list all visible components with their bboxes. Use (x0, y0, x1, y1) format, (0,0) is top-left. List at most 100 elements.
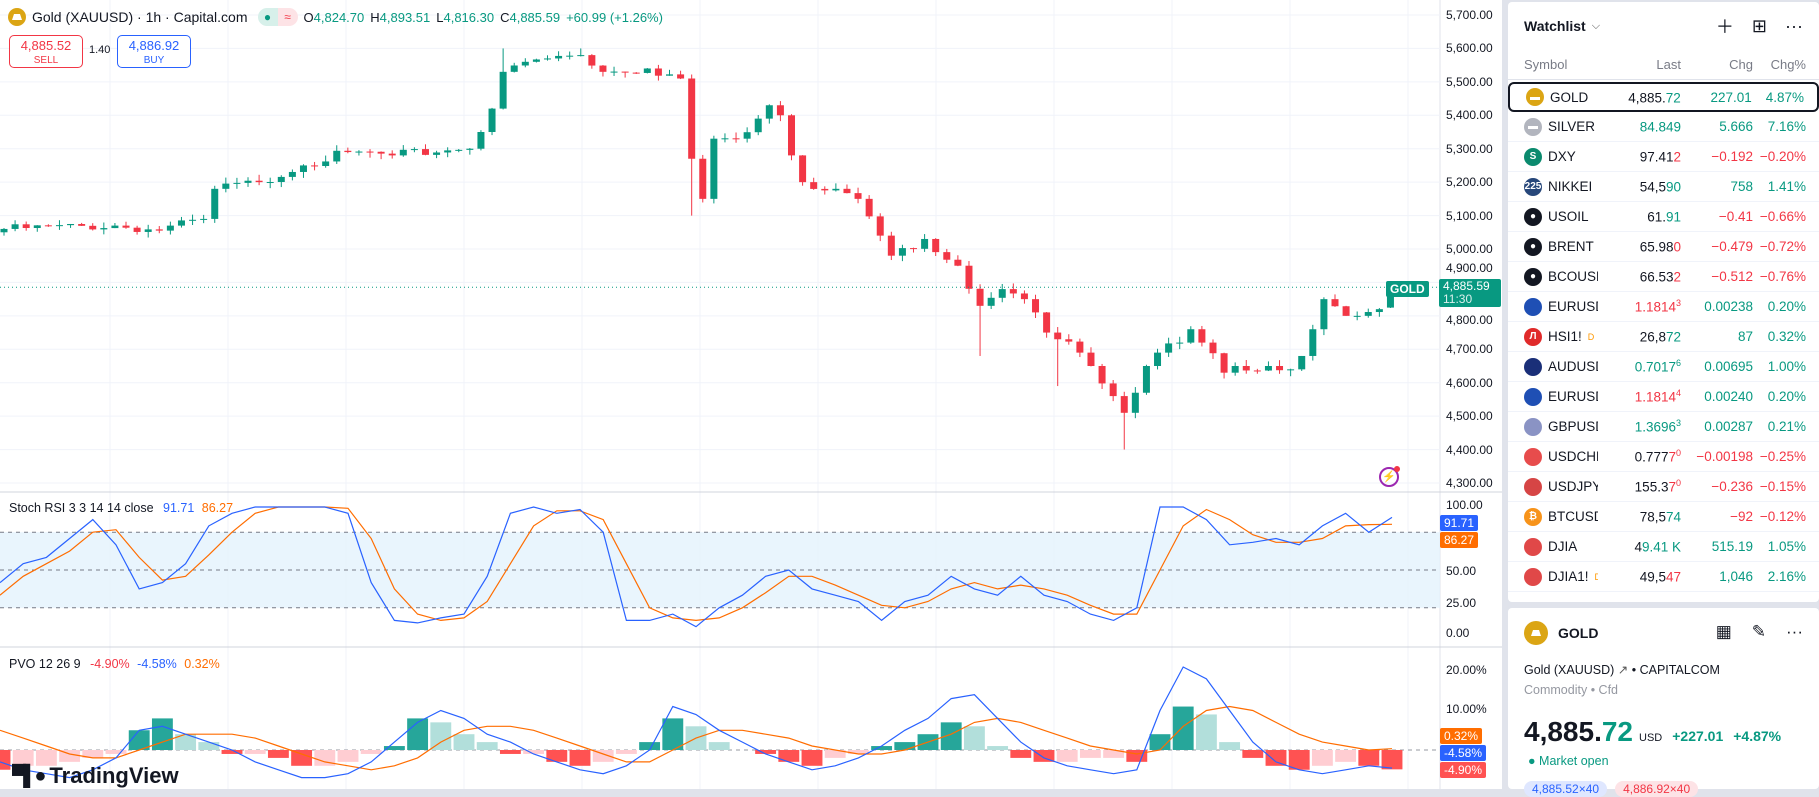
watchlist-row[interactable]: ▬ SILVER 84.849 5.666 7.16% (1508, 112, 1819, 142)
candle-body (111, 225, 119, 229)
chg-pct-cell: −0.15% (1759, 479, 1806, 494)
silver-bars-icon: ▬ (1524, 117, 1542, 136)
symbol-details-panel: GOLD ▦ ✎ ··· Gold (XAUUSD) ↗ • CAPITALCO… (1508, 608, 1819, 797)
watchlist-row[interactable]: GBPUSD 1.36963 0.00287 0.21% (1508, 412, 1819, 442)
buy-button[interactable]: 4,886.92 BUY (117, 35, 191, 68)
symbol-name: EURUSD (1548, 389, 1598, 404)
candle-body (100, 228, 108, 230)
pvo-histogram-bar (175, 734, 197, 750)
sell-button[interactable]: 4,885.52 SELL (9, 35, 83, 68)
stoch-k-tag: 91.71 (1440, 515, 1479, 531)
watchlist-row[interactable]: S DXY 97.412 −0.192 −0.20% (1508, 142, 1819, 172)
add-symbol-icon[interactable]: ＋ (1715, 17, 1734, 37)
price-axis-label: 4,700.00 (1446, 342, 1493, 357)
more-icon[interactable]: ··· (1785, 15, 1803, 36)
watchlist-row[interactable]: ● BCOUSD 66.532 −0.512 −0.76% (1508, 262, 1819, 292)
last-highlight: 47 (1665, 569, 1681, 585)
chart-canvas[interactable] (0, 0, 1502, 789)
watchlist-row[interactable]: USDCHF 0.77770 −0.00198 −0.25% (1508, 442, 1819, 472)
watchlist-row[interactable]: ● USOIL 61.91 −0.41 −0.66% (1508, 202, 1819, 232)
chart-area[interactable]: Gold (XAUUSD) · 1h · Capital.com ● ≈ O4,… (0, 0, 1502, 789)
last-cell: 49,547 (1598, 568, 1681, 585)
advanced-view-icon[interactable]: ⊞ (1751, 15, 1768, 36)
stoch-rsi-legend[interactable]: Stoch RSI 3 3 14 14 close 91.71 86.27 (9, 501, 233, 515)
watchlist-row[interactable]: EURUSD 1.18144 0.00240 0.20% (1508, 382, 1819, 412)
col-chg-pct[interactable]: Chg% (1770, 57, 1806, 72)
chg-cell: 515.19 (1711, 539, 1753, 554)
us-flag-icon (1524, 567, 1542, 586)
candle-body (621, 71, 629, 73)
symbol-name: EURUSD (1548, 299, 1598, 314)
pvo-histogram-bar (244, 750, 266, 754)
watchlist-row[interactable]: 225 NIKKEI 54,590 758 1.41% (1508, 172, 1819, 202)
price-axis-label: 4,300.00 (1446, 476, 1493, 490)
pvo-histogram-bar (360, 750, 382, 754)
watchlist-row[interactable]: USDJPY 155.370 −0.236 −0.15% (1508, 472, 1819, 502)
more-icon[interactable]: ··· (1786, 622, 1803, 641)
candle-body (832, 188, 840, 191)
pvo-histogram-bar (105, 750, 127, 754)
last-highlight: 0 (1673, 239, 1681, 255)
stoch-axis-50: 50.00 (1446, 564, 1477, 578)
candle-body (488, 108, 496, 132)
candle-body (1176, 342, 1184, 344)
pvo-histogram-bar (1265, 750, 1287, 766)
candle-body (1032, 299, 1040, 313)
last-highlight: 91 (1665, 209, 1681, 225)
candle-body (1364, 312, 1372, 316)
watchlist-row[interactable]: Л HSI1! D 26,872 87 0.32% (1508, 322, 1819, 352)
symbol-legend: Gold (XAUUSD) · 1h · Capital.com ● ≈ O4,… (8, 8, 663, 26)
ask-pill[interactable]: 4,886.92×40 (1615, 781, 1699, 797)
symbol-name: SILVER (1548, 119, 1596, 134)
watchlist-row[interactable]: DJIA1! D 49,547 1,046 2.16% (1508, 562, 1819, 592)
grid-layout-icon[interactable]: ▦ (1715, 622, 1732, 641)
market-status-badge[interactable]: ● ≈ (257, 8, 298, 26)
candle-body (1353, 315, 1361, 317)
eu-us-flag-icon (1524, 297, 1542, 316)
spread-value: 1.40 (89, 44, 111, 56)
lightning-alert-icon[interactable]: ⚡ (1379, 466, 1400, 487)
pvo-histogram-bar (940, 722, 962, 750)
last-cell: 61.91 (1598, 208, 1681, 225)
symbol-name: NIKKEI (1548, 179, 1593, 194)
candle-body (1065, 339, 1073, 342)
watchlist-row[interactable]: EURUSD 1.18143 0.00238 0.20% (1508, 292, 1819, 322)
last-cell: 26,872 (1598, 328, 1681, 345)
symbol-title[interactable]: Gold (XAUUSD) · 1h · Capital.com (32, 9, 248, 25)
watchlist-row[interactable]: ₿ BTCUSD 78,574 −92 −0.12% (1508, 502, 1819, 532)
watchlist-row[interactable]: AUDUSD 0.70176 0.00695 1.00% (1508, 352, 1819, 382)
watchlist-row[interactable]: DJIA 49.41 K 515.19 1.05% (1508, 532, 1819, 562)
col-symbol[interactable]: Symbol (1524, 57, 1568, 72)
candle-body (976, 288, 984, 306)
detail-name[interactable]: Gold (XAUUSD) (1524, 663, 1615, 677)
candle-body (1076, 341, 1084, 353)
market-open-dot-icon: ● (1528, 754, 1536, 768)
pvo-histogram-bar (824, 750, 846, 758)
candle-body (1109, 383, 1117, 397)
watchlist-row[interactable]: ▬ GOLD 4,885.72 227.01 4.87% (1508, 82, 1819, 112)
symbol-cell: Л HSI1! D (1508, 327, 1598, 346)
pvo-legend[interactable]: PVO 12 26 9 -4.90% -4.58% 0.32% (9, 657, 220, 671)
oil-drop-icon: ● (1524, 237, 1542, 256)
external-link-icon[interactable]: ↗ (1617, 663, 1632, 677)
watchlist-row[interactable]: ● BRENT 65.980 −0.479 −0.72% (1508, 232, 1819, 262)
bid-pill[interactable]: 4,885.52×40 (1524, 781, 1608, 797)
candle-body (1154, 352, 1162, 366)
candle-body (22, 224, 30, 229)
watchlist-rows: ▬ GOLD 4,885.72 227.01 4.87% ▬ SILVER 84.84… (1508, 82, 1819, 592)
pvo-histogram-bar (569, 750, 591, 766)
symbol-cell: ▬ GOLD (1510, 88, 1599, 106)
candle-body (799, 155, 807, 183)
tradingview-logo[interactable]: ▀▌● TradingView (12, 763, 179, 789)
last-cell: 66.532 (1598, 268, 1681, 285)
col-last[interactable]: Last (1656, 57, 1681, 72)
watchlist-title[interactable]: Watchlist (1524, 18, 1586, 34)
chg-pct-cell: 4.87% (1765, 89, 1805, 105)
chevron-down-icon[interactable]: ⌵ (1591, 19, 1601, 32)
chg-cell: −0.512 (1711, 269, 1753, 284)
col-chg[interactable]: Chg (1729, 57, 1753, 72)
last-main: 65.98 (1639, 239, 1674, 255)
edit-icon[interactable]: ✎ (1751, 622, 1767, 641)
watchlist-panel: Watchlist ⌵ ＋ ⊞ ··· Symbol Last Chg Chg%… (1508, 2, 1819, 602)
last-price-tag: 4,885.59 11:30 (1439, 279, 1501, 307)
